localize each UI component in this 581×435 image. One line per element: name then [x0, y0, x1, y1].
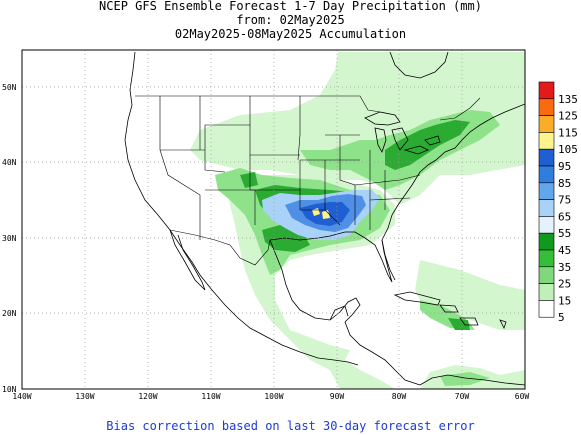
legend-swatch [538, 81, 555, 100]
title-line-3: 02May2025-08May2025 Accumulation [174, 27, 407, 41]
legend-label: 135 [558, 93, 578, 106]
legend-swatch [538, 266, 555, 284]
legend-swatch [538, 98, 555, 116]
title-line-2: from: 02May2025 [236, 13, 345, 27]
legend-label: 35 [558, 261, 571, 274]
lat-label: 30N [2, 234, 17, 243]
legend-swatch [538, 249, 555, 268]
lon-label: 100W [264, 392, 283, 401]
legend-label: 95 [558, 160, 571, 173]
legend-label: 45 [558, 244, 571, 257]
lon-label: 140W [12, 392, 31, 401]
legend-swatch [538, 115, 555, 133]
legend-label: 85 [558, 177, 571, 190]
lon-label: 130W [75, 392, 94, 401]
legend-swatch [538, 148, 555, 167]
legend-label: 105 [558, 143, 578, 156]
lon-axis-labels: 140W 130W 120W 110W 100W 90W 80W 70W 60W [12, 392, 529, 401]
title-line-1: NCEP GFS Ensemble Forecast 1-7 Day Preci… [99, 0, 482, 13]
legend-label: 75 [558, 194, 571, 207]
legend-swatch [538, 283, 555, 301]
coastlines [124, 51, 525, 386]
legend-label: 65 [558, 210, 571, 223]
lat-axis-labels: 50N 40N 30N 20N 10N [2, 83, 17, 394]
legend-swatch [538, 132, 555, 150]
legend-swatch [538, 300, 555, 318]
footer-note: Bias correction based on last 30-day for… [106, 419, 475, 433]
lon-label: 70W [455, 392, 470, 401]
legend-label: 55 [558, 227, 571, 240]
legend-swatch [538, 199, 555, 217]
legend-label: 5 [558, 311, 565, 324]
graticule [22, 50, 525, 389]
lon-label: 60W [515, 392, 530, 401]
lat-label: 20N [2, 309, 17, 318]
lat-label: 10N [2, 385, 17, 394]
legend-label: 15 [558, 294, 571, 307]
legend-colorbar: 135 125 115 105 95 85 75 65 55 45 35 25 15 5 [538, 81, 578, 324]
legend-label: 25 [558, 278, 571, 291]
political-borders [135, 95, 481, 266]
lon-label: 90W [330, 392, 345, 401]
legend-label: 115 [558, 126, 578, 139]
lat-label: 50N [2, 83, 17, 92]
legend-swatch [538, 232, 555, 251]
legend-label: 125 [558, 110, 578, 123]
lon-label: 110W [201, 392, 220, 401]
legend-swatch [538, 216, 555, 234]
lat-label: 40N [2, 158, 17, 167]
legend-swatch [538, 182, 555, 200]
lon-label: 80W [392, 392, 407, 401]
lon-label: 120W [138, 392, 157, 401]
legend-swatch [538, 165, 555, 184]
